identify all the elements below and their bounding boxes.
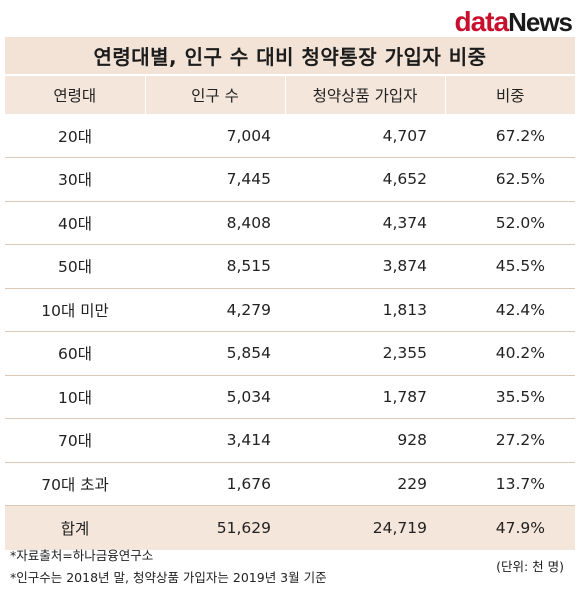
cell-population: 7,004 [226, 126, 271, 145]
total-row: 합계 51,629 24,719 47.9% [5, 505, 575, 550]
table-row: 70대 초과 1,676 229 13.7% [5, 462, 575, 506]
header-population: 인구 수 [144, 76, 285, 114]
cell-population: 3,414 [226, 431, 271, 450]
cell-subscribers: 4,652 [382, 170, 427, 189]
cell-ratio: 52.0% [495, 213, 545, 232]
basis-note: *인구수는 2018년 말, 청약상품 가입자는 2019년 3월 기준 [10, 570, 327, 585]
cell-ratio: 62.5% [495, 170, 545, 189]
header-ratio: 비중 [444, 76, 575, 114]
cell-age: 50대 [58, 258, 92, 277]
cell-age: 30대 [58, 171, 92, 190]
cell-population: 8,408 [226, 213, 271, 232]
table-title: 연령대별, 인구 수 대비 청약통장 가입자 비중 [93, 45, 487, 69]
cell-subscribers: 3,874 [382, 257, 427, 276]
datanews-logo: data News [455, 6, 573, 37]
table-row: 10대 미만 4,279 1,813 42.4% [5, 288, 575, 332]
cell-subscribers: 1,813 [382, 300, 427, 319]
cell-subscribers: 928 [397, 431, 427, 450]
cell-age: 60대 [58, 345, 92, 364]
cell-population: 5,034 [226, 387, 271, 406]
table-row: 60대 5,854 2,355 40.2% [5, 332, 575, 375]
header-subscribers: 청약상품 가입자 [284, 76, 445, 114]
table-row: 20대 7,004 4,707 67.2% [5, 114, 575, 158]
cell-ratio: 13.7% [495, 474, 545, 493]
cell-age: 70대 초과 [41, 475, 109, 494]
cell-ratio: 27.2% [495, 431, 545, 450]
table-row: 40대 8,408 4,374 52.0% [5, 201, 575, 245]
age-subscription-table: 연령대 인구 수 청약상품 가입자 비중 20대 7,004 4,707 67.… [5, 76, 575, 550]
cell-subscribers: 2,355 [382, 344, 427, 363]
unit-note: (단위: 천 명) [496, 559, 564, 574]
cell-age: 10대 미만 [41, 301, 109, 320]
logo-part-news: News [508, 7, 573, 37]
total-population: 51,629 [216, 518, 271, 537]
cell-ratio: 42.4% [495, 300, 545, 319]
cell-population: 8,515 [226, 257, 271, 276]
cell-ratio: 35.5% [495, 387, 545, 406]
total-ratio: 47.9% [495, 518, 545, 537]
table-row: 70대 3,414 928 27.2% [5, 419, 575, 462]
cell-population: 5,854 [226, 344, 271, 363]
cell-subscribers: 4,374 [382, 213, 427, 232]
table-header-row: 연령대 인구 수 청약상품 가입자 비중 [5, 76, 575, 114]
cell-population: 7,445 [226, 170, 271, 189]
cell-age: 70대 [58, 432, 92, 451]
source-note: *자료출처=하나금융연구소 [10, 548, 154, 563]
cell-subscribers: 4,707 [382, 126, 427, 145]
cell-subscribers: 1,787 [382, 387, 427, 406]
header-age: 연령대 [53, 87, 97, 105]
cell-subscribers: 229 [397, 474, 427, 493]
table-row: 10대 5,034 1,787 35.5% [5, 375, 575, 419]
table-row: 30대 7,445 4,652 62.5% [5, 158, 575, 201]
cell-ratio: 45.5% [495, 257, 545, 276]
logo-part-data: data [454, 6, 510, 37]
cell-age: 40대 [58, 214, 92, 233]
cell-population: 1,676 [226, 474, 271, 493]
cell-age: 20대 [58, 127, 92, 146]
cell-population: 4,279 [226, 300, 271, 319]
total-subscribers: 24,719 [372, 518, 427, 537]
title-bar: 연령대별, 인구 수 대비 청약통장 가입자 비중 [5, 37, 575, 74]
total-label: 합계 [60, 519, 90, 538]
cell-ratio: 67.2% [495, 126, 545, 145]
cell-age: 10대 [58, 388, 92, 407]
table-row: 50대 8,515 3,874 45.5% [5, 245, 575, 288]
cell-ratio: 40.2% [495, 344, 545, 363]
